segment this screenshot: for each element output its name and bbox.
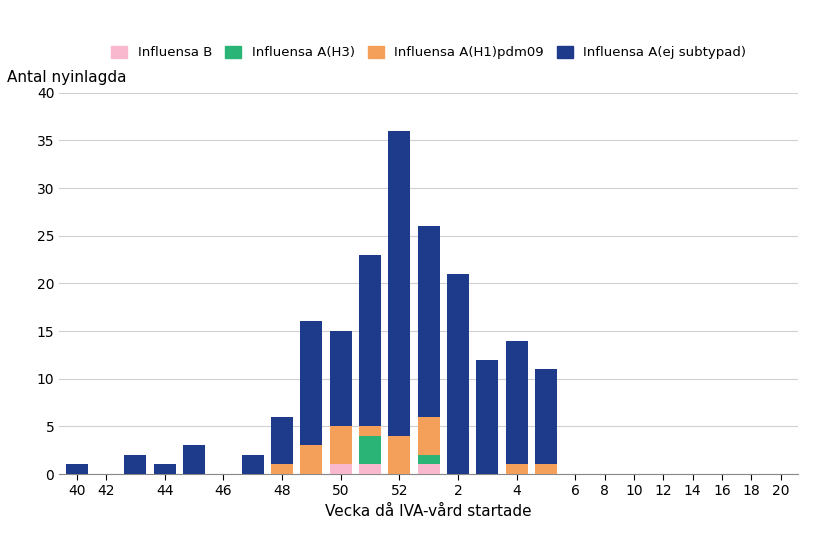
Bar <box>389 131 411 436</box>
Bar <box>418 226 440 417</box>
Bar <box>535 465 557 474</box>
Bar <box>535 369 557 465</box>
Bar <box>330 331 352 426</box>
Legend: Influensa B, Influensa A(H3), Influensa A(H1)pdm09, Influensa A(ej subtypad): Influensa B, Influensa A(H3), Influensa … <box>111 46 747 59</box>
Bar <box>418 465 440 474</box>
Bar <box>418 417 440 455</box>
Bar <box>330 465 352 474</box>
Bar <box>125 455 147 474</box>
X-axis label: Vecka då IVA-vård startade: Vecka då IVA-vård startade <box>325 504 532 519</box>
Bar <box>301 321 323 445</box>
Bar <box>242 455 264 474</box>
Bar <box>330 426 352 465</box>
Bar <box>359 426 381 436</box>
Bar <box>506 465 527 474</box>
Bar <box>154 465 176 474</box>
Bar <box>359 465 381 474</box>
Bar <box>447 274 469 474</box>
Bar <box>506 341 527 465</box>
Bar <box>271 417 293 465</box>
Bar <box>66 465 88 474</box>
Bar <box>183 445 205 474</box>
Bar <box>301 445 323 474</box>
Bar <box>271 465 293 474</box>
Bar <box>359 255 381 426</box>
Text: Antal nyinlagda: Antal nyinlagda <box>7 70 127 85</box>
Bar <box>477 359 499 474</box>
Bar <box>359 436 381 465</box>
Bar <box>389 436 411 474</box>
Bar <box>418 455 440 465</box>
